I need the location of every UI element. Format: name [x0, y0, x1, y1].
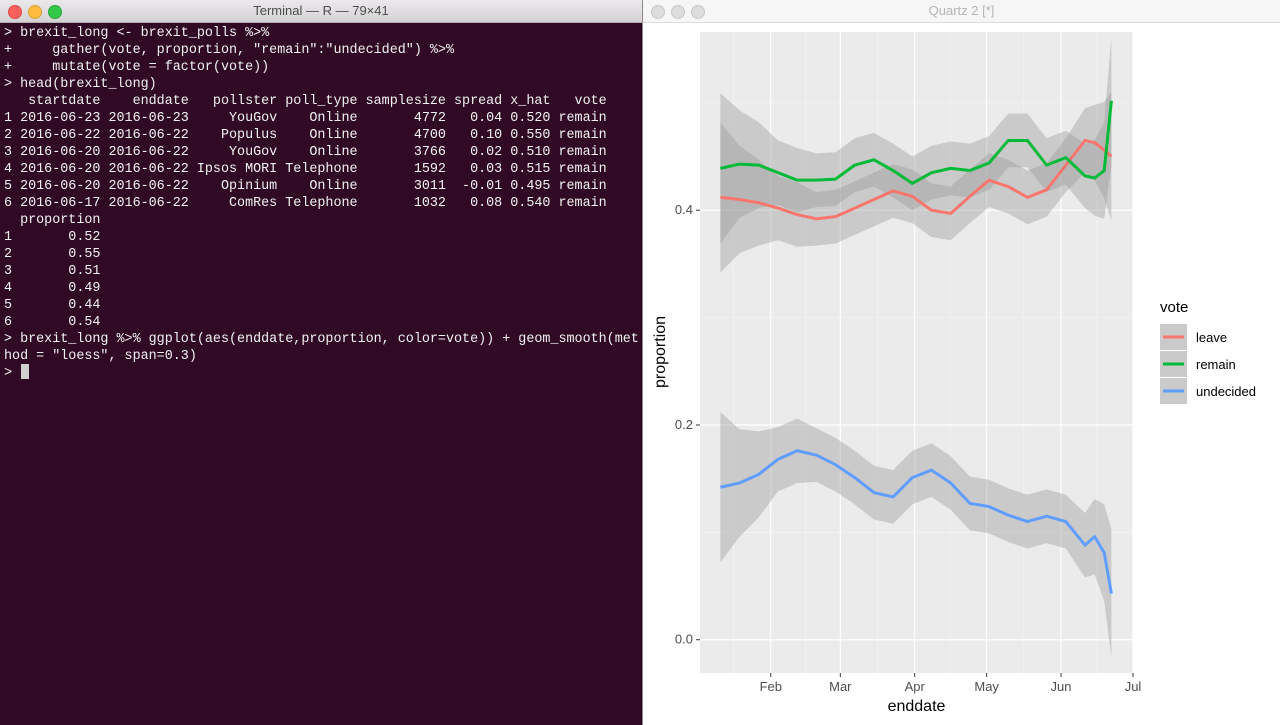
quartz-title-bar: Quartz 2 [*]	[643, 0, 1280, 23]
chart: 0.0 0.2 0.4 Feb Mar Apr May Jun Jul enddate propor…	[652, 32, 1256, 715]
smooth-line	[720, 138, 1113, 221]
terminal-line: > brexit_long <- brexit_polls %>%	[4, 26, 270, 41]
terminal-line: 1 0.52	[4, 230, 101, 245]
terminal-line: 3 2016-06-20 2016-06-22 YouGov Online 37…	[4, 145, 607, 160]
terminal-line: 4 0.49	[4, 281, 101, 296]
x-tick-label: May	[974, 679, 999, 694]
terminal-line: > head(brexit_long)	[4, 77, 157, 92]
terminal-title: Terminal — R — 79×41	[253, 3, 389, 18]
y-tick-label: 0.2	[675, 417, 693, 432]
x-tick-label: Apr	[905, 679, 926, 694]
legend-label: undecided	[1196, 384, 1256, 399]
terminal-output: > brexit_long <- brexit_polls %>% + gathe…	[4, 25, 639, 382]
confidence-band	[720, 36, 1112, 244]
x-tick-label: Jul	[1125, 679, 1142, 694]
terminal-line: >	[4, 366, 13, 381]
cursor	[21, 364, 29, 379]
terminal-line: startdate enddate pollster poll_type sam…	[4, 94, 607, 109]
x-tick-label: Mar	[829, 679, 852, 694]
terminal-line: + gather(vote, proportion, "remain":"und…	[4, 43, 454, 58]
close-button[interactable]	[8, 5, 22, 19]
legend-title: vote	[1160, 299, 1188, 316]
smooth-line	[720, 449, 1113, 594]
terminal-line: 5 0.44	[4, 298, 101, 313]
zoom-button[interactable]	[48, 5, 62, 19]
legend-label: leave	[1196, 330, 1227, 345]
y-tick-label: 0.0	[675, 632, 693, 647]
quartz-title: Quartz 2 [*]	[928, 3, 995, 18]
x-tick-label: Feb	[760, 679, 782, 694]
terminal-line: 4 2016-06-20 2016-06-22 Ipsos MORI Telep…	[4, 162, 607, 177]
terminal-line: > brexit_long %>% ggplot(aes(enddate,pro…	[4, 332, 639, 347]
minimize-button[interactable]	[28, 5, 42, 19]
terminal-window: Terminal — R — 79×41 > brexit_long <- br…	[0, 0, 642, 725]
close-button[interactable]	[651, 5, 665, 19]
quartz-window: Quartz 2 [*] 0.0 0.2 0.4 Feb Mar Apr May Jun Jul…	[643, 0, 1280, 725]
x-axis-label: enddate	[888, 698, 946, 715]
terminal-title-bar: Terminal — R — 79×41	[0, 0, 642, 23]
confidence-band	[720, 412, 1112, 658]
legend-label: remain	[1196, 357, 1236, 372]
terminal-line: 2 0.55	[4, 247, 101, 262]
x-tick-label: Jun	[1051, 679, 1072, 694]
terminal-line: 3 0.51	[4, 264, 101, 279]
y-tick-label: 0.4	[675, 202, 693, 217]
minimize-button[interactable]	[671, 5, 685, 19]
terminal-line: + mutate(vote = factor(vote))	[4, 60, 270, 75]
terminal-line: hod = "loess", span=0.3)	[4, 349, 197, 364]
terminal-line: 6 2016-06-17 2016-06-22 ComRes Telephone…	[4, 196, 607, 211]
terminal-line: 1 2016-06-23 2016-06-23 YouGov Online 47…	[4, 111, 607, 126]
y-axis-label: proportion	[652, 316, 669, 388]
terminal-line: proportion	[4, 213, 101, 228]
smooth-line	[720, 100, 1113, 185]
zoom-button[interactable]	[691, 5, 705, 19]
terminal-line: 5 2016-06-20 2016-06-22 Opinium Online 3…	[4, 179, 607, 194]
terminal-line: 2 2016-06-22 2016-06-22 Populus Online 4…	[4, 128, 607, 143]
terminal-line: 6 0.54	[4, 315, 101, 330]
